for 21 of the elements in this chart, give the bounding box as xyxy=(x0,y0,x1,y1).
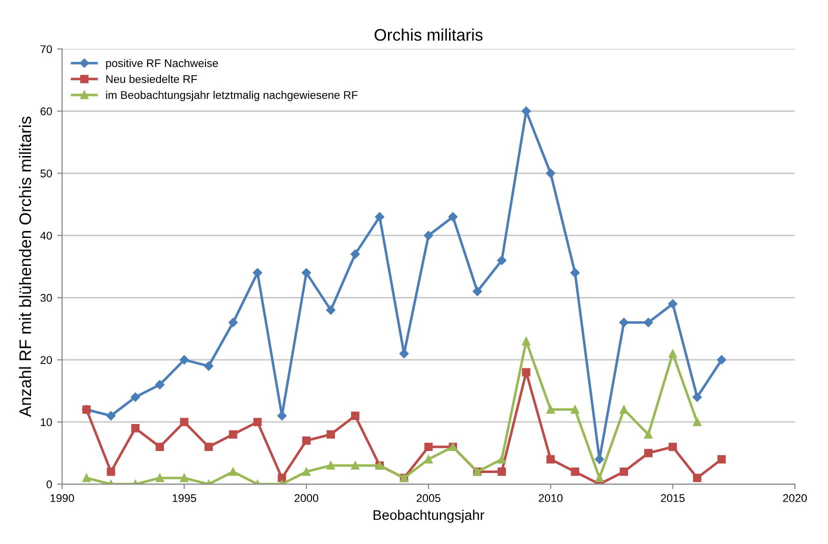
x-tick-label: 2020 xyxy=(783,494,807,502)
y-axis-title: Anzahl RF mit blühenden Orchis militaris xyxy=(18,116,32,418)
chart-title: Orchis militaris xyxy=(374,28,483,41)
x-axis-title: Beobachtungsjahr xyxy=(374,510,484,523)
y-tick-label: 0 xyxy=(46,480,52,488)
x-tick-label: 2015 xyxy=(660,494,685,502)
x-tick-label: 2005 xyxy=(416,494,440,502)
legend-label: im Beobachtungsjahr letztmalig nachgewiesene RF xyxy=(106,90,358,102)
y-tick-label: 10 xyxy=(40,418,52,426)
x-tick-label: 2000 xyxy=(294,494,318,502)
y-tick-label: 40 xyxy=(40,232,52,240)
x-tick-label: 1995 xyxy=(172,494,196,502)
y-tick-label: 60 xyxy=(40,107,52,116)
y-tick-label: 50 xyxy=(40,170,52,178)
legend-label: positive RF Nachweise xyxy=(106,58,218,70)
legend-label: Neu besiedelte RF xyxy=(106,74,198,84)
y-tick-label: 20 xyxy=(40,356,52,364)
y-tick-label: 30 xyxy=(40,294,52,302)
x-tick-label: 2010 xyxy=(538,494,563,502)
y-tick-label: 70 xyxy=(40,45,52,54)
x-tick-label: 1990 xyxy=(50,494,74,502)
